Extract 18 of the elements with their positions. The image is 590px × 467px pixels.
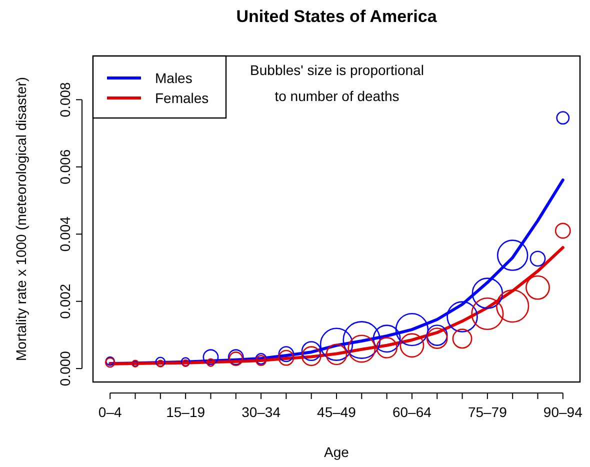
x-tick-label: 60–64 — [392, 404, 432, 420]
legend-label: Females — [155, 90, 209, 106]
x-tick-label: 75–79 — [468, 404, 508, 420]
y-tick-label: 0.008 — [57, 82, 73, 118]
y-tick-label: 0.006 — [57, 149, 73, 184]
x-tick-label: 90–94 — [543, 404, 583, 420]
x-tick-label: 15–19 — [166, 404, 206, 420]
x-tick-label: 0–4 — [98, 404, 122, 420]
x-tick-label: 45–49 — [317, 404, 356, 420]
y-tick-label: 0.000 — [57, 350, 73, 386]
y-tick-label: 0.004 — [57, 216, 73, 252]
y-axis-title: Mortality rate x 1000 (meteorological disaster) — [13, 76, 29, 362]
chart-title: United States of America — [236, 7, 438, 26]
y-tick-label: 0.002 — [57, 284, 73, 319]
x-tick-label: 30–34 — [242, 404, 281, 420]
annotation: Bubbles' size is proportional to number of deaths — [250, 62, 424, 104]
x-axis-title: Age — [324, 444, 350, 460]
legend-label: Males — [155, 70, 192, 86]
